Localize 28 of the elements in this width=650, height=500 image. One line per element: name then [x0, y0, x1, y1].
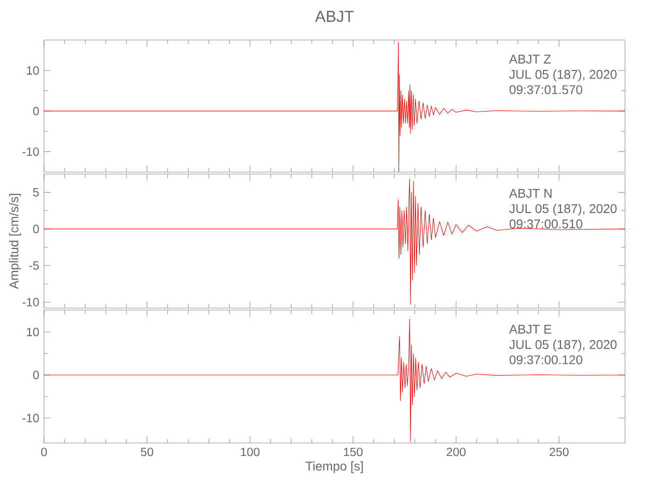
annotation: ABJT N [509, 189, 552, 198]
annotation: ABJT E [509, 324, 552, 334]
y-tick-label: -10 [22, 147, 39, 156]
annotation: JUL 05 (187), 2020 [509, 204, 617, 216]
annotation: 09:37:00.120 [510, 355, 582, 364]
annotation: JUL 05 (187), 2020 [509, 340, 617, 352]
y-tick-label: -10 [22, 298, 39, 306]
annotation: ABJT Z [509, 54, 551, 64]
annotation: 09:37:01.570 [510, 85, 582, 94]
annotation: JUL 05 (187), 2020 [509, 70, 617, 82]
x-axis-title: Tiempo [s] [306, 461, 363, 474]
y-tick-label: -5 [29, 261, 39, 270]
x-tick-label: 100 [240, 448, 260, 456]
chart-title: ABJT [315, 10, 354, 22]
y-tick-label: 10 [26, 66, 39, 75]
y-tick-label: 0 [33, 224, 39, 234]
y-tick-label: -10 [22, 414, 39, 422]
y-tick-label: 5 [33, 188, 39, 196]
y-axis-title: Amplitud [cm/s/s] [9, 194, 21, 290]
x-tick-label: 0 [41, 448, 47, 456]
x-tick-label: 200 [446, 448, 466, 456]
x-tick-label: 250 [550, 448, 569, 456]
x-tick-label: 150 [344, 448, 363, 456]
y-tick-label: 10 [26, 328, 39, 336]
x-tick-label: 50 [140, 448, 154, 456]
y-tick-label: 0 [33, 370, 39, 380]
y-tick-label: 0 [33, 106, 39, 116]
annotation: 09:37:00.510 [510, 219, 582, 228]
